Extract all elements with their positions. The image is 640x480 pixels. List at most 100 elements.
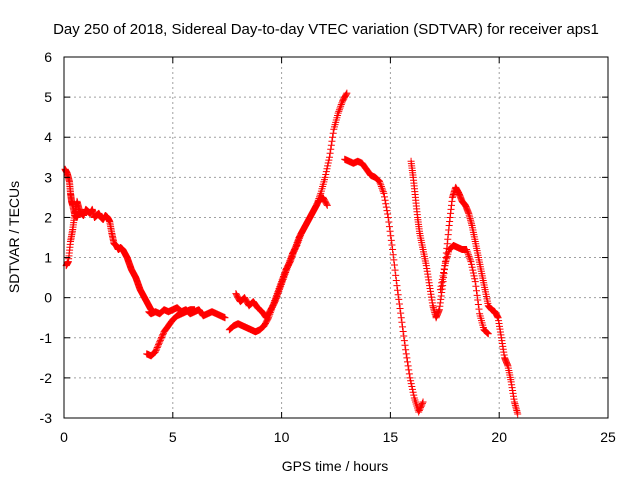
data-point-marker (279, 277, 287, 285)
data-point-marker (466, 254, 474, 262)
data-point-marker (287, 255, 295, 263)
data-point-marker (322, 170, 330, 178)
data-point-marker (155, 339, 163, 347)
data-point-marker (469, 269, 477, 277)
data-point-marker (295, 236, 303, 244)
x-axis-label: GPS time / hours (282, 458, 389, 474)
data-point-marker (335, 107, 343, 115)
data-point-marker (324, 162, 332, 170)
data-point-marker (392, 271, 400, 279)
data-point-marker (273, 293, 281, 301)
data-point-marker (156, 336, 164, 344)
data-point-marker (296, 233, 304, 241)
data-point-marker (403, 354, 411, 362)
data-point-marker (399, 323, 407, 331)
data-point-marker (398, 318, 406, 326)
data-point-marker (292, 243, 300, 251)
x-tick-label: 5 (169, 429, 177, 445)
data-point-marker (376, 177, 384, 185)
data-point-marker (286, 256, 294, 264)
y-tick-label: 5 (44, 89, 52, 105)
data-point-marker (484, 330, 492, 338)
data-point-marker (385, 223, 393, 231)
data-point-marker (285, 260, 293, 268)
data-point-marker (297, 231, 305, 239)
data-point-marker (389, 246, 397, 254)
data-point-marker (294, 238, 302, 246)
data-point-marker (390, 261, 398, 269)
data-point-marker (283, 265, 291, 273)
series-4 (143, 306, 199, 360)
data-point-marker (155, 341, 163, 349)
data-point-marker (395, 295, 403, 303)
data-point-marker (153, 345, 161, 353)
data-point-marker (401, 341, 409, 349)
data-point-marker (395, 300, 403, 308)
data-point-marker (394, 291, 402, 299)
x-tick-label: 15 (383, 429, 399, 445)
data-point-marker (471, 278, 479, 286)
data-point-marker (342, 90, 350, 98)
data-point-marker (325, 153, 333, 161)
y-tick-label: -2 (40, 370, 53, 386)
data-point-marker (473, 291, 481, 299)
data-point-marker (336, 104, 344, 112)
data-point-marker (157, 335, 165, 343)
plot-frame (63, 56, 609, 419)
data-point-marker (417, 404, 425, 412)
data-point-marker (468, 263, 476, 271)
data-point-marker (400, 332, 408, 340)
data-point-marker (469, 266, 477, 274)
data-point-marker (325, 156, 333, 164)
data-point-marker (281, 270, 289, 278)
data-point-marker (151, 348, 159, 356)
data-point-marker (464, 251, 472, 259)
data-point-marker (328, 137, 336, 145)
data-point-marker (159, 331, 167, 339)
data-point-marker (343, 89, 351, 97)
data-point-marker (440, 265, 448, 273)
data-point-marker (484, 329, 492, 337)
data-points (61, 89, 522, 418)
data-point-marker (402, 346, 410, 354)
data-point-marker (418, 401, 426, 409)
data-point-marker (337, 102, 345, 110)
data-point-marker (323, 200, 331, 208)
data-point-marker (377, 181, 385, 189)
data-point-marker (156, 338, 164, 346)
data-point-marker (327, 145, 335, 153)
data-point-marker (326, 149, 334, 157)
data-point-marker (272, 294, 280, 302)
data-point-marker (483, 329, 491, 337)
series-8 (407, 157, 522, 418)
data-point-marker (274, 291, 282, 299)
data-point-marker (282, 267, 290, 275)
data-point-marker (293, 242, 301, 250)
data-point-marker (407, 380, 415, 388)
y-tick-label: 0 (44, 290, 52, 306)
y-tick-label: 3 (44, 169, 52, 185)
data-point-marker (409, 388, 417, 396)
data-point-marker (419, 398, 427, 406)
data-point-marker (158, 333, 166, 341)
series-6 (232, 193, 331, 322)
data-point-marker (270, 299, 278, 307)
data-point-marker (380, 193, 388, 201)
data-point-marker (416, 405, 424, 413)
data-point-marker (415, 408, 423, 416)
data-point-marker (405, 366, 413, 374)
data-point-marker (322, 168, 330, 176)
data-point-marker (279, 275, 287, 283)
data-point-marker (440, 268, 448, 276)
data-point-marker (410, 391, 418, 399)
data-point-marker (277, 282, 285, 290)
data-point-marker (288, 251, 296, 259)
data-point-marker (391, 266, 399, 274)
data-point-marker (275, 286, 283, 294)
chart-title: Day 250 of 2018, Sidereal Day-to-day VTE… (53, 21, 599, 38)
axis-ticks: 0 5 10 15 20 25 -3 -2 -1 0 1 2 3 4 5 6 (40, 49, 616, 445)
data-point-marker (321, 173, 329, 181)
data-point-marker (285, 258, 293, 266)
data-point-marker (418, 399, 426, 407)
